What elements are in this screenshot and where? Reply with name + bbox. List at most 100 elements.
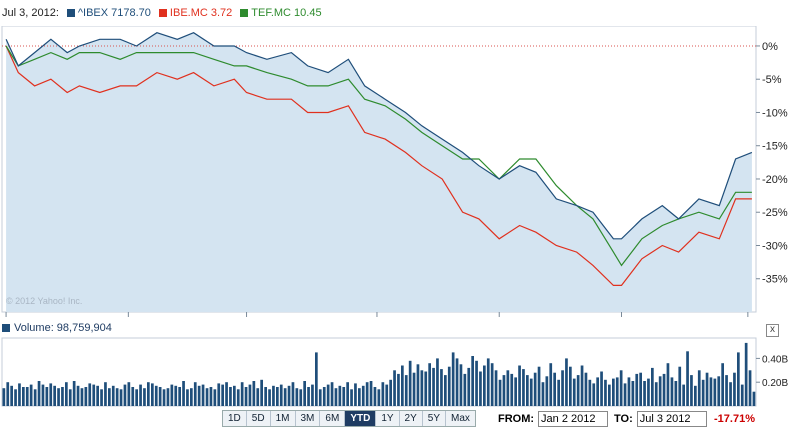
legend-item-tef[interactable]: TEF.MC 10.45 bbox=[240, 7, 322, 19]
volume-bar bbox=[752, 391, 756, 406]
volume-bar bbox=[342, 387, 346, 406]
volume-bar bbox=[424, 371, 428, 406]
volume-bar bbox=[264, 387, 267, 406]
volume-bar bbox=[158, 387, 162, 406]
volume-y-tick-label: 0.40B bbox=[762, 354, 788, 365]
volume-bar bbox=[315, 352, 318, 406]
volume-bar bbox=[498, 379, 502, 406]
volume-bar bbox=[6, 382, 10, 406]
x-tick-label: Feb bbox=[119, 319, 139, 320]
volume-bar bbox=[111, 385, 115, 406]
volume-bar bbox=[440, 369, 443, 406]
volume-bar bbox=[68, 389, 72, 406]
volume-bar bbox=[170, 384, 174, 406]
volume-bar bbox=[600, 371, 603, 406]
volume-bar bbox=[381, 382, 385, 406]
volume-bar bbox=[244, 387, 248, 406]
volume-bar bbox=[463, 373, 467, 406]
volume-bar bbox=[643, 381, 646, 406]
volume-bar bbox=[580, 365, 584, 406]
volume-bar bbox=[701, 379, 705, 406]
volume-bar bbox=[408, 360, 412, 406]
volume-bar bbox=[471, 356, 474, 406]
volume-bar bbox=[260, 379, 263, 406]
volume-bar bbox=[494, 370, 498, 406]
volume-bar bbox=[737, 352, 740, 406]
price-chart[interactable]: 2012 Feb Mar Apr May Jun Jul 0% -5% -10% -15% -20% -… bbox=[0, 26, 806, 320]
volume-bar bbox=[416, 364, 420, 406]
close-icon[interactable]: x bbox=[766, 324, 779, 337]
from-date-input[interactable] bbox=[538, 411, 609, 427]
volume-bar bbox=[338, 385, 342, 406]
volume-bar bbox=[272, 385, 275, 406]
volume-bar bbox=[654, 382, 658, 406]
volume-bar bbox=[678, 366, 682, 406]
volume-bar bbox=[127, 382, 131, 406]
volume-bar bbox=[18, 383, 21, 406]
range-button-2y[interactable]: 2Y bbox=[399, 411, 423, 426]
range-button-1y[interactable]: 1Y bbox=[376, 411, 400, 426]
volume-bar bbox=[483, 365, 486, 406]
range-button-max[interactable]: Max bbox=[446, 411, 475, 426]
volume-bar bbox=[233, 385, 236, 406]
volume-bar bbox=[651, 367, 654, 406]
x-tick-label: Jun bbox=[612, 319, 632, 320]
volume-bar bbox=[291, 382, 295, 406]
range-button-3m[interactable]: 3M bbox=[295, 411, 321, 426]
volume-bar bbox=[576, 375, 580, 406]
volume-bar bbox=[330, 382, 334, 406]
volume-bar bbox=[65, 382, 68, 406]
range-button-6m[interactable]: 6M bbox=[320, 411, 346, 426]
x-tick-label: Mar bbox=[237, 319, 257, 320]
volume-bar bbox=[174, 385, 178, 406]
range-button-5d[interactable]: 5D bbox=[246, 411, 271, 426]
volume-bar bbox=[533, 372, 537, 406]
volume-bar bbox=[447, 366, 451, 406]
volume-bar bbox=[197, 385, 201, 406]
volume-bar bbox=[190, 388, 193, 406]
volume-bar bbox=[283, 388, 287, 406]
volume-bar bbox=[713, 378, 717, 406]
volume-bar bbox=[385, 384, 389, 406]
y-tick-label: -20% bbox=[762, 174, 788, 186]
volume-bar bbox=[748, 370, 752, 406]
volume-bar bbox=[147, 382, 150, 406]
volume-bar bbox=[143, 388, 146, 406]
volume-bar bbox=[549, 363, 553, 406]
volume-bar bbox=[53, 385, 56, 406]
legend-item-ibe[interactable]: IBE.MC 3.72 bbox=[158, 7, 232, 19]
volume-bar bbox=[104, 382, 107, 406]
volume-bar bbox=[72, 381, 76, 406]
volume-bar bbox=[236, 389, 240, 406]
volume-bar bbox=[22, 387, 25, 406]
volume-bar bbox=[41, 384, 45, 406]
volume-bar bbox=[604, 379, 607, 406]
percent-change: -17.71% bbox=[714, 413, 755, 425]
volume-bar bbox=[451, 352, 455, 406]
volume-bar bbox=[151, 383, 154, 406]
volume-bar bbox=[647, 378, 650, 406]
range-button-ytd[interactable]: YTD bbox=[345, 411, 377, 426]
volume-bar bbox=[108, 388, 111, 406]
volume-bar bbox=[514, 377, 517, 406]
volume-bar bbox=[404, 375, 408, 406]
volume-bar bbox=[57, 388, 60, 406]
legend-item-ibex[interactable]: ^IBEX 7178.70 bbox=[66, 7, 151, 19]
volume-bar bbox=[662, 373, 666, 406]
volume-bar bbox=[303, 381, 306, 406]
volume-bar bbox=[229, 387, 232, 406]
volume-bar bbox=[666, 363, 670, 406]
to-date-input[interactable] bbox=[636, 411, 707, 427]
range-button-1m[interactable]: 1M bbox=[270, 411, 296, 426]
volume-bar bbox=[537, 366, 541, 406]
range-button-5y[interactable]: 5Y bbox=[422, 411, 447, 426]
volume-bar bbox=[268, 389, 271, 406]
volume-bar bbox=[561, 370, 564, 406]
volume-bar bbox=[373, 387, 377, 406]
volume-bar bbox=[311, 384, 314, 406]
range-button-1d[interactable]: 1D bbox=[223, 411, 247, 426]
volume-bar bbox=[670, 377, 674, 406]
y-tick-label: -35% bbox=[762, 274, 788, 286]
volume-bar bbox=[725, 375, 728, 406]
volume-bar bbox=[221, 384, 224, 406]
